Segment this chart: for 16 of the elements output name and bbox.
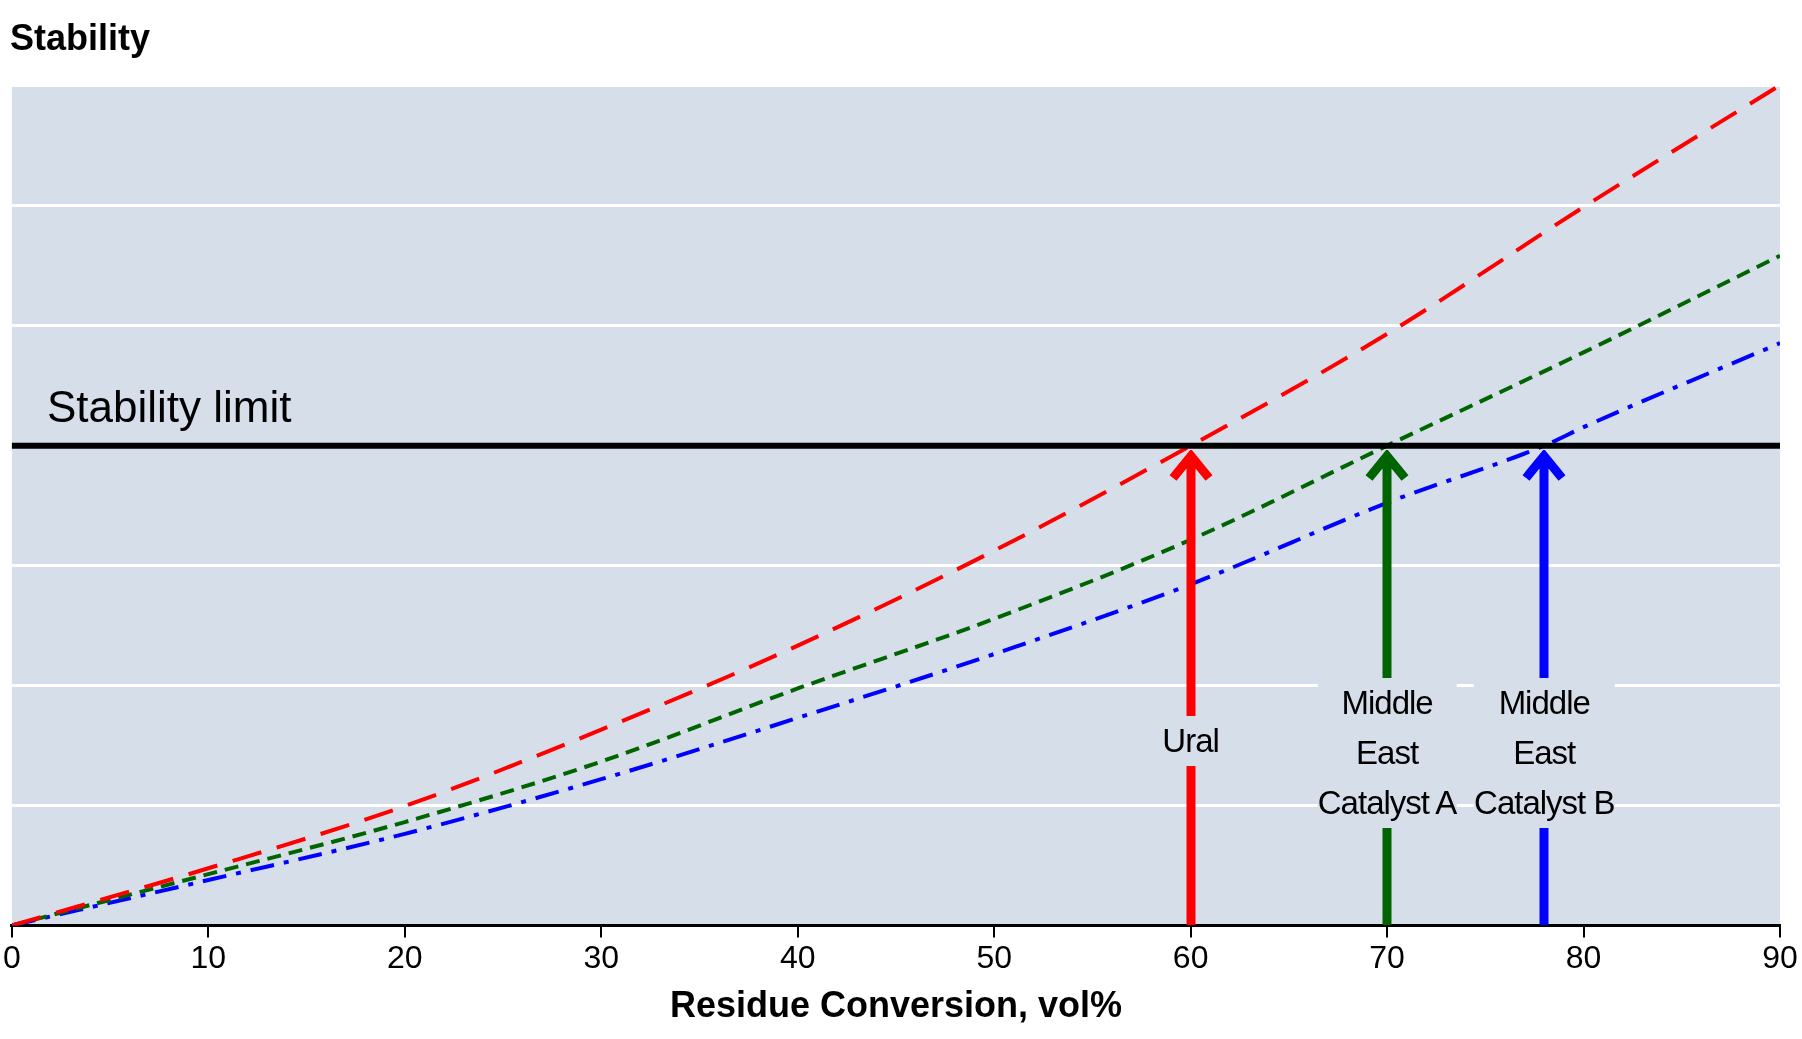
x-tick-label: 40 [779,939,816,976]
annotation: Ural [1162,715,1219,766]
x-tick-label: 80 [1565,939,1602,976]
annotation: Middle East Catalyst B [1474,677,1615,828]
x-tick-label: 70 [1369,939,1405,976]
ref-line-label: Stability limit [46,381,292,431]
x-tick-label: 50 [976,939,1012,976]
y-axis-title: Stability [10,16,151,58]
annotation: Middle East Catalyst A [1317,677,1457,828]
x-tick-label: 90 [1762,939,1798,976]
x-axis-title: Residue Conversion, vol% [669,984,1122,1026]
x-tick-label: 60 [1172,939,1209,976]
x-tick-label: 0 [3,939,21,976]
x-tick-label: 30 [583,939,620,976]
x-tick-label: 10 [190,939,227,976]
x-tick-label: 20 [387,939,423,976]
